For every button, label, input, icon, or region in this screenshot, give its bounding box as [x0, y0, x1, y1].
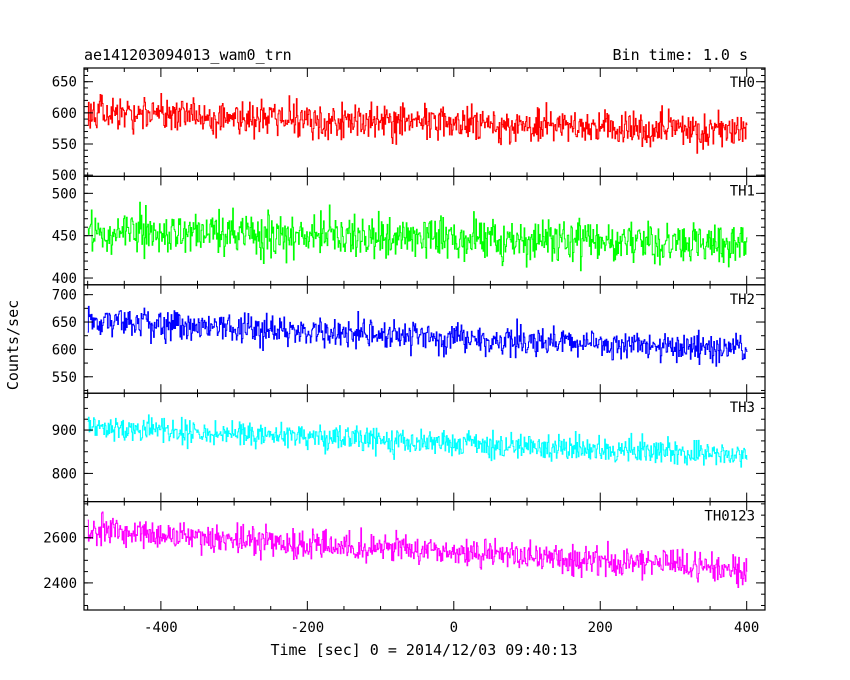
- y-tick-label: 900: [52, 423, 77, 439]
- panels-group: TH0 500 550 600 650 TH1 400 450 500 TH2 550 600 650 7…: [43, 67, 766, 636]
- y-tick-label: 550: [52, 370, 77, 386]
- y-tick-label: 2400: [43, 576, 77, 592]
- y-tick-label: 500: [52, 168, 77, 184]
- y-tick-label: 450: [52, 229, 77, 245]
- x-tick-label: -200: [290, 620, 324, 636]
- y-tick-label: 600: [52, 342, 77, 358]
- x-tick-label: 200: [588, 620, 613, 636]
- panel-label: TH0: [730, 75, 755, 91]
- y-tick-label: 650: [52, 75, 77, 91]
- y-axis-label: Counts/sec: [4, 300, 22, 390]
- series-line-th1: [87, 201, 748, 272]
- x-axis-label: Time [sec] 0 = 2014/12/03 09:40:13: [270, 641, 577, 659]
- series-line-th2: [87, 305, 748, 367]
- x-tick-label: -400: [144, 620, 178, 636]
- bin-time-label: Bin time: 1.0 s: [613, 46, 748, 64]
- series-line-th3: [87, 414, 748, 468]
- y-tick-label: 800: [52, 466, 77, 482]
- panel-label: TH0123: [704, 509, 755, 525]
- series-line-th0123: [87, 511, 748, 589]
- y-tick-label: 400: [52, 271, 77, 287]
- x-tick-label: 400: [734, 620, 759, 636]
- chart-title: ae141203094013_wam0_trn: [84, 46, 292, 64]
- y-tick-label: 650: [52, 315, 77, 331]
- panel-th3: TH3 800 900: [52, 392, 766, 503]
- y-tick-label: 700: [52, 288, 77, 304]
- series-line-th0: [87, 93, 748, 154]
- panel-th0: TH0 500 550 600 650: [52, 67, 766, 184]
- x-tick-label: 0: [450, 620, 458, 636]
- y-tick-label: 600: [52, 106, 77, 122]
- panel-label: TH1: [730, 183, 755, 199]
- panel-th2: TH2 550 600 650 700: [52, 284, 766, 394]
- panel-label: TH2: [730, 292, 755, 308]
- panel-th1: TH1 400 450 500: [52, 175, 766, 287]
- panel-th0123: TH0123 2400 2600: [43, 501, 766, 611]
- panel-label: TH3: [730, 400, 755, 416]
- y-tick-label: 550: [52, 137, 77, 153]
- y-tick-label: 500: [52, 186, 77, 202]
- y-tick-label: 2600: [43, 531, 77, 547]
- panel-frame: [83, 501, 766, 611]
